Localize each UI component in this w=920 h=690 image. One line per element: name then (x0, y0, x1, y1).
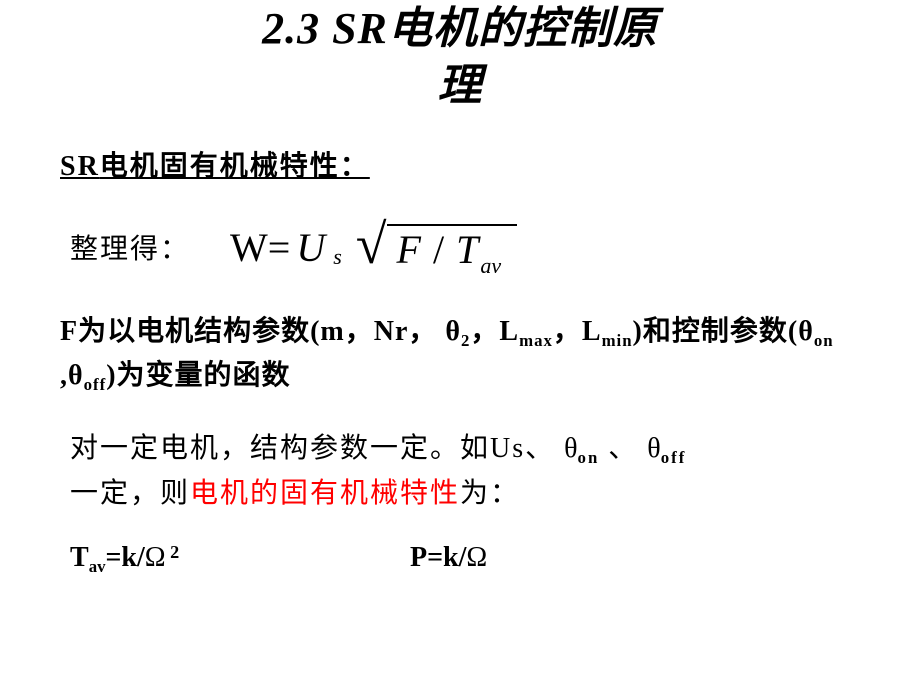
p2-a: 对一定电机，结构参数一定。如Us、 (70, 433, 564, 464)
p1-f: , (60, 360, 68, 391)
p1-c: ，L (470, 316, 519, 347)
sqrt-content: F / T av (387, 224, 518, 275)
p1-e: )和控制参数( (633, 316, 799, 347)
eq-av: av (480, 253, 501, 279)
p2-theta1: θ (564, 433, 577, 464)
eq-W: W (230, 224, 268, 271)
f1-T: T (70, 542, 89, 573)
eq-slash: / (433, 226, 444, 273)
paragraph-1: F为以电机结构参数(m，Nr， θ2，Lmax，Lmin)和控制参数(θon ,… (60, 310, 860, 397)
p1-max: max (519, 331, 553, 350)
subheading-prefix: SR (60, 151, 100, 182)
eq-equals: = (268, 224, 291, 271)
title-number: 2.3 SR (262, 4, 388, 53)
title-text-1: 电机的控制原 (388, 4, 658, 53)
p2-d: 为： (460, 478, 520, 509)
main-equation: W = U s √ F / T av (230, 219, 517, 275)
subheading-text: 电机固有机械特性： (100, 151, 370, 182)
f1-eq: =k/ (105, 542, 144, 573)
p2-c: 一定，则 (70, 478, 190, 509)
f1-exp: 2 (166, 542, 180, 562)
equation-label: 整理得： (70, 227, 190, 267)
p1-theta1: θ (445, 316, 461, 347)
p2-on: on (578, 448, 600, 467)
p1-d: ，L (553, 316, 602, 347)
subheading: SR电机固有机械特性： (60, 144, 860, 184)
p1-sub2: 2 (461, 331, 470, 350)
p2-theta2: θ (647, 433, 660, 464)
sqrt-sign: √ (356, 217, 387, 273)
formula-row: Tav=k/Ω 2 P=k/Ω (70, 542, 860, 574)
title-text-2: 理 (438, 61, 483, 110)
equation-row: 整理得： W = U s √ F / T av (70, 219, 860, 275)
f1-omega: Ω (145, 542, 166, 573)
p1-theta2: θ (798, 316, 814, 347)
formula-1: Tav=k/Ω 2 (70, 542, 410, 574)
p2-b: 、 (599, 433, 647, 464)
p2-red: 电机的固有机械特性 (190, 478, 460, 509)
eq-T: T (456, 226, 478, 273)
formula-2: P=k/Ω (410, 542, 487, 574)
eq-F: F (397, 226, 421, 273)
sqrt-wrap: √ F / T av (356, 219, 517, 275)
p1-theta3: θ (68, 360, 84, 391)
f2-omega: Ω (466, 542, 487, 573)
eq-U: U (296, 224, 325, 271)
paragraph-2: 对一定电机，结构参数一定。如Us、 θon 、 θoff 一定，则电机的固有机械… (70, 427, 860, 517)
p1-a: F为以电机结构参数(m，Nr， (60, 316, 445, 347)
p1-on: on (814, 331, 834, 350)
eq-s: s (333, 244, 342, 270)
p1-g: )为变量的函数 (106, 360, 290, 391)
p1-min: min (602, 331, 633, 350)
f1-av: av (89, 557, 106, 576)
p2-off: off (661, 448, 687, 467)
slide-content: 2.3 SR电机的控制原 理 SR电机固有机械特性： 整理得： W = U s … (0, 0, 920, 690)
f2-a: P=k/ (410, 542, 466, 573)
p1-off: off (84, 375, 107, 394)
slide-title: 2.3 SR电机的控制原 理 (60, 0, 860, 114)
